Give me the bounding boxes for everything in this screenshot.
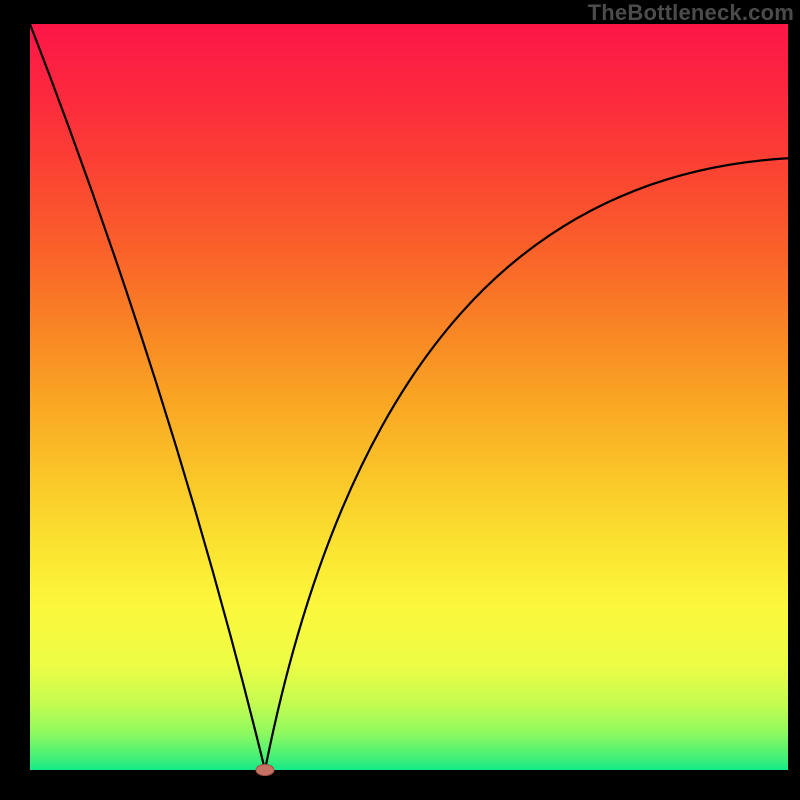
chart-background (30, 24, 788, 770)
chart-container: TheBottleneck.com (0, 0, 800, 800)
optimum-marker (256, 765, 274, 776)
bottleneck-chart (0, 0, 800, 800)
